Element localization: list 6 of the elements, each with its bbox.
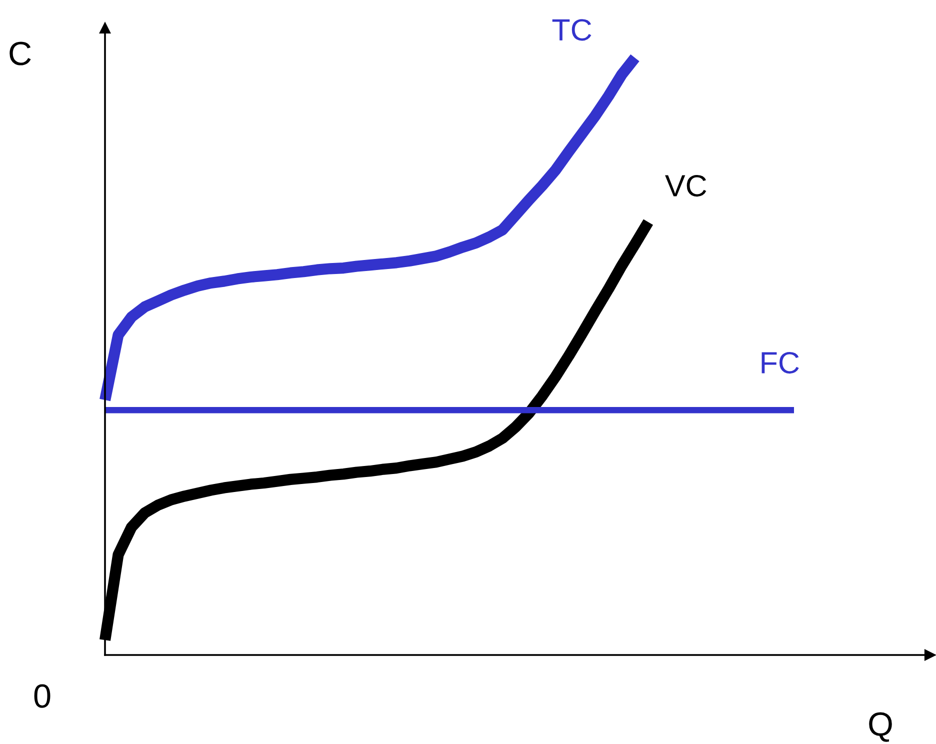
x-axis-title: Q	[869, 712, 892, 742]
text: 0	[34, 684, 50, 708]
y-axis-title: C	[10, 42, 31, 66]
series-label: VC	[665, 174, 706, 197]
series-label: FC	[762, 352, 799, 374]
series-label: TC	[552, 19, 592, 41]
